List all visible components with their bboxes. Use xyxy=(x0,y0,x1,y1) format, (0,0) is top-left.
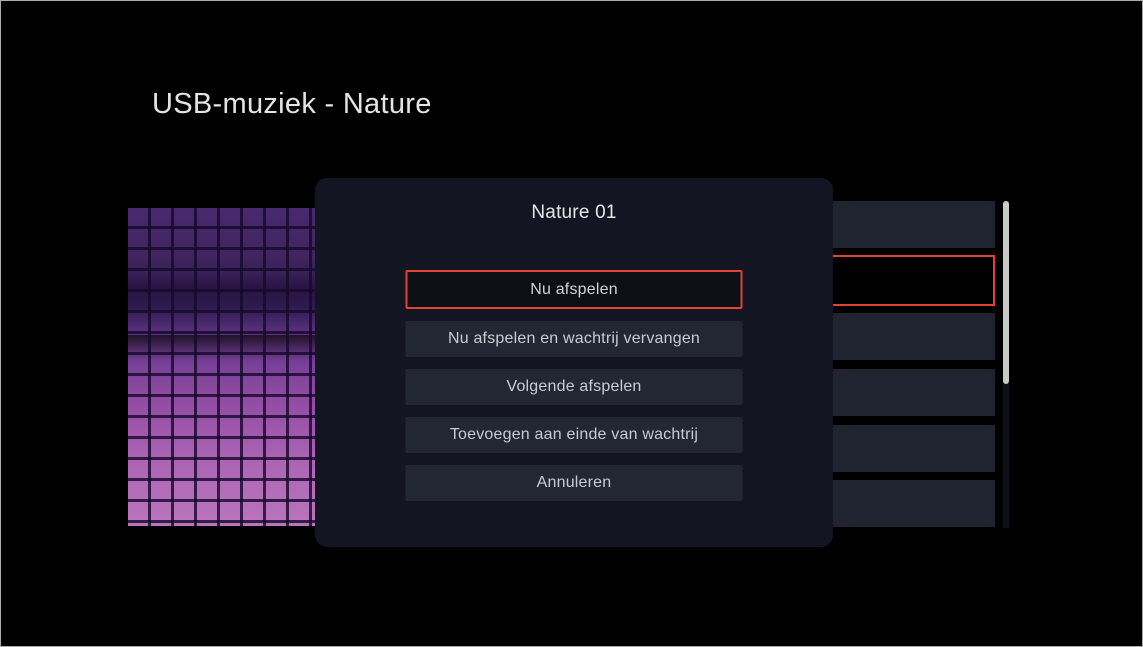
add-to-end-of-queue-button[interactable]: Toevoegen aan einde van wachtrij xyxy=(405,417,743,453)
scrollbar-thumb[interactable] xyxy=(1003,201,1009,384)
dialog-title: Nature 01 xyxy=(531,202,617,223)
page-title: USB-muziek - Nature xyxy=(152,88,432,120)
dialog-button-group: Nu afspelen Nu afspelen en wachtrij verv… xyxy=(405,270,743,501)
cancel-button[interactable]: Annuleren xyxy=(405,465,743,501)
track-options-dialog: Nature 01 Nu afspelen Nu afspelen en wac… xyxy=(315,178,833,547)
play-next-button[interactable]: Volgende afspelen xyxy=(405,369,743,405)
scrollbar-track[interactable] xyxy=(1003,201,1009,528)
play-now-button[interactable]: Nu afspelen xyxy=(405,270,743,309)
play-now-replace-queue-button[interactable]: Nu afspelen en wachtrij vervangen xyxy=(405,321,743,357)
